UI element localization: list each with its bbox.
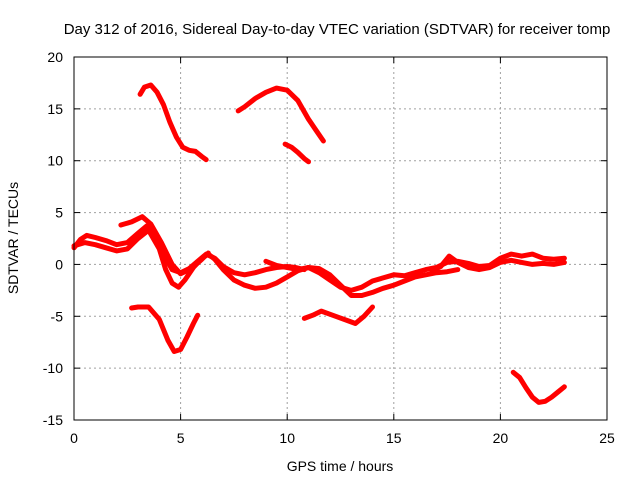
y-tick-label: 5 — [55, 205, 63, 221]
y-axis-label: SDTVAR / TECUs — [5, 182, 21, 294]
series-arc-2 — [71, 227, 461, 298]
data-series — [71, 82, 567, 405]
x-axis-label: GPS time / hours — [287, 458, 394, 474]
y-tick-label: 10 — [47, 153, 63, 169]
series-arc-3 — [118, 214, 211, 277]
plot-frame — [73, 56, 608, 421]
chart-title: Day 312 of 2016, Sidereal Day-to-day VTE… — [64, 21, 611, 38]
series-arc-5 — [235, 85, 326, 144]
x-tick-label: 15 — [386, 430, 402, 446]
series-arc-7 — [129, 304, 201, 354]
axis-ticks: 0 5 10 15 20 25 -15 -10 -5 0 5 10 15 20 — [43, 49, 615, 446]
x-tick-label: 5 — [177, 430, 185, 446]
series-arc-6 — [282, 141, 311, 165]
series-arc-9 — [263, 251, 567, 293]
series-arc-11 — [510, 369, 567, 405]
x-tick-label: 20 — [493, 430, 509, 446]
y-tick-label: 15 — [47, 101, 63, 117]
y-tick-label: 20 — [47, 49, 63, 65]
x-tick-label: 10 — [279, 430, 295, 446]
y-tick-label: -5 — [51, 308, 64, 324]
series-arc-4 — [137, 82, 209, 163]
y-tick-label: -15 — [43, 412, 63, 428]
series-arc-8 — [301, 304, 375, 326]
series-arc-10 — [429, 253, 567, 274]
y-tick-label: 0 — [55, 256, 63, 272]
y-tick-label: -10 — [43, 360, 63, 376]
x-tick-label: 0 — [70, 430, 78, 446]
x-tick-label: 25 — [599, 430, 615, 446]
